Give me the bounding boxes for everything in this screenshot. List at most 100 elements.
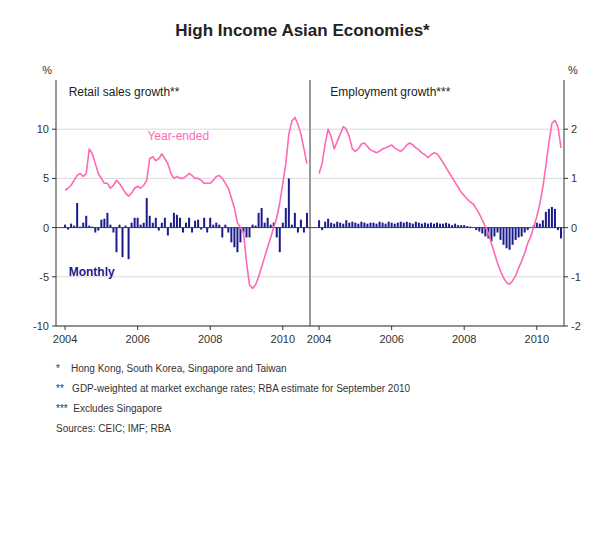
footnote: * Hong Kong, South Korea, Singapore and … — [56, 363, 287, 374]
y-tick — [52, 276, 56, 277]
bar — [551, 207, 553, 228]
bar — [122, 228, 124, 258]
panel-title: Retail sales growth** — [69, 85, 180, 99]
bar — [221, 228, 223, 238]
bar — [79, 226, 81, 228]
bar — [303, 228, 305, 233]
grid-line — [56, 326, 310, 327]
bar — [418, 223, 420, 228]
y-tick — [564, 227, 568, 228]
bar — [436, 223, 438, 228]
bar — [128, 228, 130, 259]
title: High Income Asian Economies* — [175, 21, 430, 40]
bar — [161, 223, 163, 228]
bar — [321, 228, 323, 230]
plot-area — [64, 117, 308, 288]
x-tick-label: 2006 — [125, 333, 149, 345]
bar — [306, 213, 308, 228]
bar — [369, 223, 371, 228]
bar — [137, 218, 139, 228]
bar — [557, 228, 559, 230]
bar — [227, 228, 229, 233]
bar — [218, 225, 220, 228]
bar — [164, 218, 166, 228]
bar — [249, 228, 251, 238]
y-tick-label: 10 — [37, 123, 49, 135]
bar — [527, 228, 529, 230]
bar — [451, 225, 453, 227]
bar — [554, 209, 556, 228]
bar — [382, 223, 384, 228]
y-tick — [564, 129, 568, 130]
bar — [496, 228, 498, 233]
bar — [206, 228, 208, 233]
bar — [112, 228, 114, 233]
bar — [258, 213, 260, 228]
y-tick-label: 1 — [571, 172, 577, 184]
bar — [76, 203, 78, 228]
bar — [457, 225, 459, 227]
bar — [403, 223, 405, 228]
bar — [327, 219, 329, 228]
bar — [318, 220, 320, 227]
x-tick-label: 2010 — [525, 333, 549, 345]
x-tick-label: 2010 — [271, 333, 295, 345]
bar — [67, 228, 69, 230]
y-tick-label: 2 — [571, 123, 577, 135]
bar — [119, 225, 121, 228]
bar — [188, 218, 190, 228]
y-tick-label: -10 — [33, 320, 49, 332]
bar — [200, 228, 202, 230]
y-tick — [52, 227, 56, 228]
bar — [366, 224, 368, 228]
x-tick — [319, 326, 320, 330]
y-tick — [52, 178, 56, 179]
y-tick — [564, 178, 568, 179]
x-tick-label: 2004 — [307, 333, 331, 345]
x-tick — [65, 326, 66, 330]
bar — [376, 224, 378, 228]
bar — [64, 225, 66, 228]
line — [319, 120, 561, 284]
bar — [155, 218, 157, 228]
bar — [261, 208, 263, 228]
line — [65, 117, 307, 288]
bar — [106, 213, 108, 228]
bar — [170, 223, 172, 228]
bar — [339, 223, 341, 228]
bar — [115, 228, 117, 253]
bar — [336, 222, 338, 228]
bar — [185, 223, 187, 228]
bar — [394, 224, 396, 228]
bar — [439, 224, 441, 228]
background — [0, 0, 605, 542]
bar — [524, 228, 526, 233]
bar — [478, 228, 480, 232]
bar — [521, 228, 523, 237]
y-tick — [564, 326, 568, 327]
bar — [149, 216, 151, 228]
bar — [291, 225, 293, 228]
bar — [545, 212, 547, 228]
bar — [412, 224, 414, 228]
bar — [282, 223, 284, 228]
footnote: Sources: CEIC; IMF; RBA — [56, 423, 171, 434]
bar — [179, 218, 181, 228]
bar — [176, 215, 178, 228]
bar — [536, 223, 538, 228]
x-axis — [310, 326, 564, 327]
y-axis — [564, 80, 565, 326]
bar — [342, 224, 344, 228]
bar — [252, 225, 254, 228]
bar — [300, 220, 302, 228]
bar — [379, 222, 381, 228]
grid-line — [310, 276, 564, 277]
bar — [233, 228, 235, 248]
bar — [85, 216, 87, 228]
bar — [203, 218, 205, 228]
bar — [560, 228, 562, 239]
bar — [481, 228, 483, 234]
bar — [143, 223, 145, 228]
bar — [131, 223, 133, 228]
bar — [236, 228, 238, 253]
